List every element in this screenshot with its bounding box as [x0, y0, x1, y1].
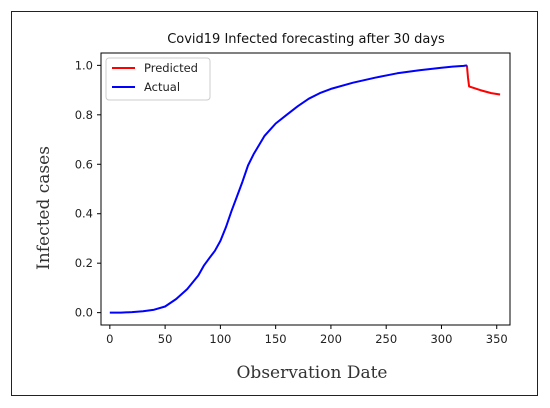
plot-area [100, 52, 511, 326]
x-tick-label: 200 [320, 332, 342, 346]
y-axis-label: Infected cases [34, 146, 54, 270]
legend-label-actual: Actual [144, 80, 180, 94]
x-tick-label: 50 [158, 332, 173, 346]
x-tick-label: 300 [430, 332, 452, 346]
y-tick-label: 0.0 [75, 306, 93, 320]
y-tick-label: 1.0 [75, 58, 93, 72]
x-tick-label: 100 [209, 332, 231, 346]
y-tick-label: 0.6 [75, 157, 93, 171]
y-tick-label: 0.4 [75, 207, 93, 221]
x-axis-ticks: 0 50 100 150 200 250 300 350 [106, 325, 508, 346]
legend: Predicted Actual [105, 57, 211, 101]
figure-frame [11, 11, 538, 396]
x-tick-label: 250 [375, 332, 397, 346]
x-tick-label: 350 [486, 332, 508, 346]
series-line-actual [109, 64, 468, 314]
series-layer [109, 64, 501, 314]
x-tick-label: 0 [106, 332, 113, 346]
y-tick-label: 0.2 [75, 256, 93, 270]
legend-label-predicted: Predicted [144, 61, 198, 75]
chart-title: Covid19 Infected forecasting after 30 da… [167, 32, 445, 47]
y-axis-ticks: 0.0 0.2 0.4 0.6 0.8 1.0 [75, 58, 101, 320]
y-tick-label: 0.8 [75, 108, 93, 122]
x-tick-label: 150 [265, 332, 287, 346]
series-line-predicted [465, 65, 501, 96]
x-axis-label: Observation Date [237, 363, 388, 383]
